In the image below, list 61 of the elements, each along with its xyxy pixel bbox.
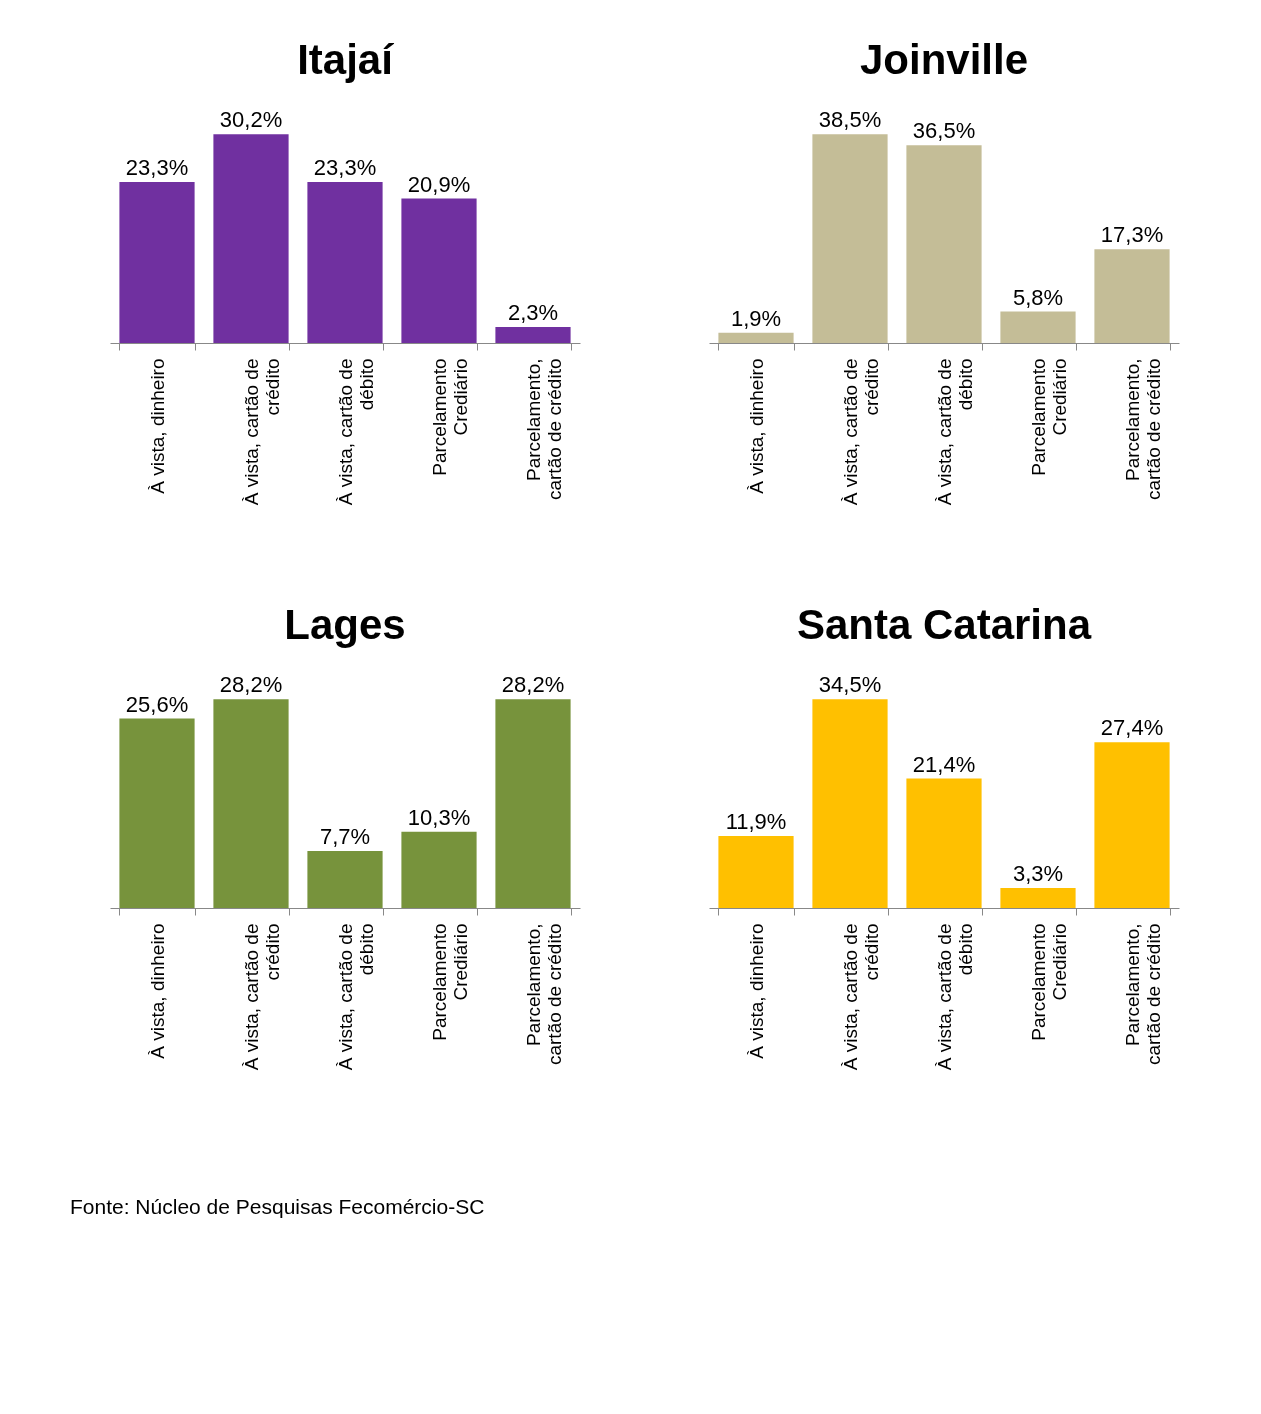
bar [213,134,289,343]
chart-title: Joinville [859,36,1029,83]
x-tick-label: À vista, cartão de débito [933,358,976,506]
data-label: 5,8% [1012,284,1064,310]
bar [1094,249,1170,343]
x-tick-label: À vista, cartão de débito [933,923,976,1071]
bar [718,332,794,343]
data-label: 3,3% [1012,861,1064,887]
data-label: 27,4% [1100,715,1164,741]
data-label: 21,4% [912,751,976,777]
bar [812,134,888,343]
data-label: 17,3% [1100,222,1164,248]
bar [307,181,383,343]
x-tick-label: À vista, dinheiro [146,358,168,494]
bar [812,699,888,908]
x-tick-label: À vista, dinheiro [745,923,767,1059]
data-label: 20,9% [407,171,471,197]
data-label: 28,2% [219,672,283,698]
chart-title: Santa Catarina [796,601,1092,648]
data-label: 10,3% [407,804,471,830]
x-tick-label: Parcelamento, cartão de crédito [1121,923,1164,1066]
bar [213,699,289,908]
bar [401,831,477,908]
data-label: 2,3% [507,300,559,326]
x-tick-label: Parcelamento, cartão de crédito [522,358,565,501]
data-label: 1,9% [730,305,782,331]
chart-title: Itajaí [297,36,395,83]
x-tick-label: À vista, cartão de crédito [240,923,283,1071]
x-tick-label: À vista, dinheiro [745,358,767,494]
data-label: 23,3% [125,154,189,180]
x-tick-label: Parcelamento, cartão de crédito [1121,358,1164,501]
x-tick-label: À vista, cartão de débito [334,358,377,506]
x-tick-label: À vista, cartão de débito [334,923,377,1071]
bar [495,327,571,343]
bar [307,851,383,908]
chart-title: Lages [284,601,406,648]
bar [1000,888,1076,908]
data-label: 34,5% [818,672,882,698]
data-label: 38,5% [818,107,882,133]
bar [906,778,982,908]
source-note: Fonte: Núcleo de Pesquisas Fecomércio-SC [70,1195,485,1218]
data-label: 36,5% [912,118,976,144]
bar [495,699,571,908]
data-label: 23,3% [313,154,377,180]
bar [718,836,794,908]
x-tick-label: Parcelamento, cartão de crédito [522,923,565,1066]
data-label: 11,9% [725,809,787,835]
bar [119,181,195,343]
data-label: 7,7% [319,824,371,850]
bar [119,718,195,908]
x-tick-label: À vista, cartão de crédito [839,923,882,1071]
bar [906,145,982,343]
x-tick-label: À vista, cartão de crédito [839,358,882,506]
x-tick-label: À vista, dinheiro [146,923,168,1059]
data-label: 30,2% [219,107,283,133]
data-label: 28,2% [501,672,565,698]
bar [401,198,477,343]
bar [1000,311,1076,343]
x-tick-label: À vista, cartão de crédito [240,358,283,506]
data-label: 25,6% [125,691,189,717]
bar [1094,742,1170,908]
